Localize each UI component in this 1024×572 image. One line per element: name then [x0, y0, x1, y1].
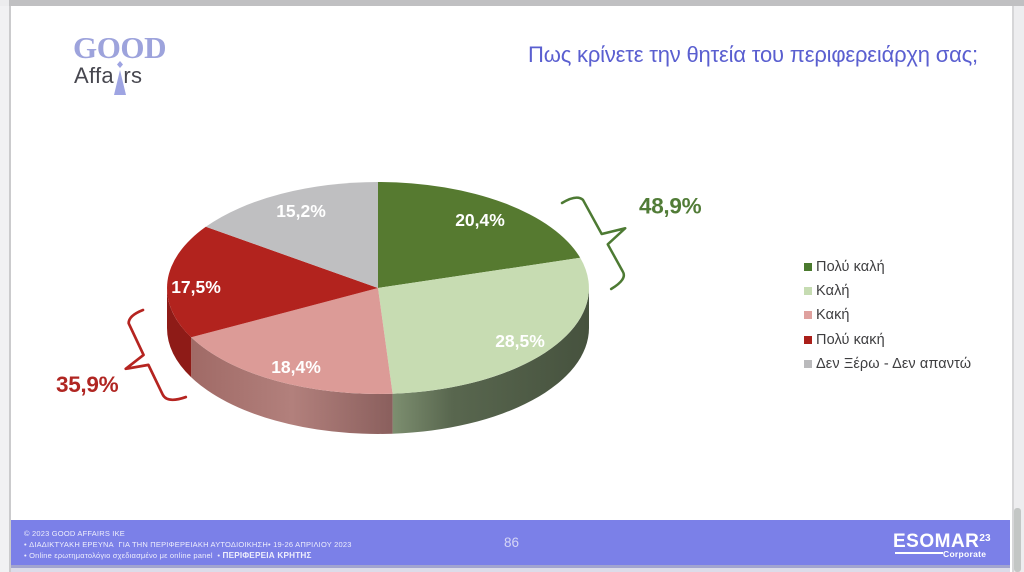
svg-text:35,9%: 35,9%	[56, 372, 119, 397]
svg-text:28,5%: 28,5%	[495, 331, 545, 351]
svg-text:18,4%: 18,4%	[271, 357, 321, 377]
svg-text:20,4%: 20,4%	[455, 210, 505, 230]
svg-text:48,9%: 48,9%	[639, 194, 702, 219]
svg-text:15,2%: 15,2%	[276, 201, 326, 221]
svg-text:17,5%: 17,5%	[171, 277, 221, 297]
